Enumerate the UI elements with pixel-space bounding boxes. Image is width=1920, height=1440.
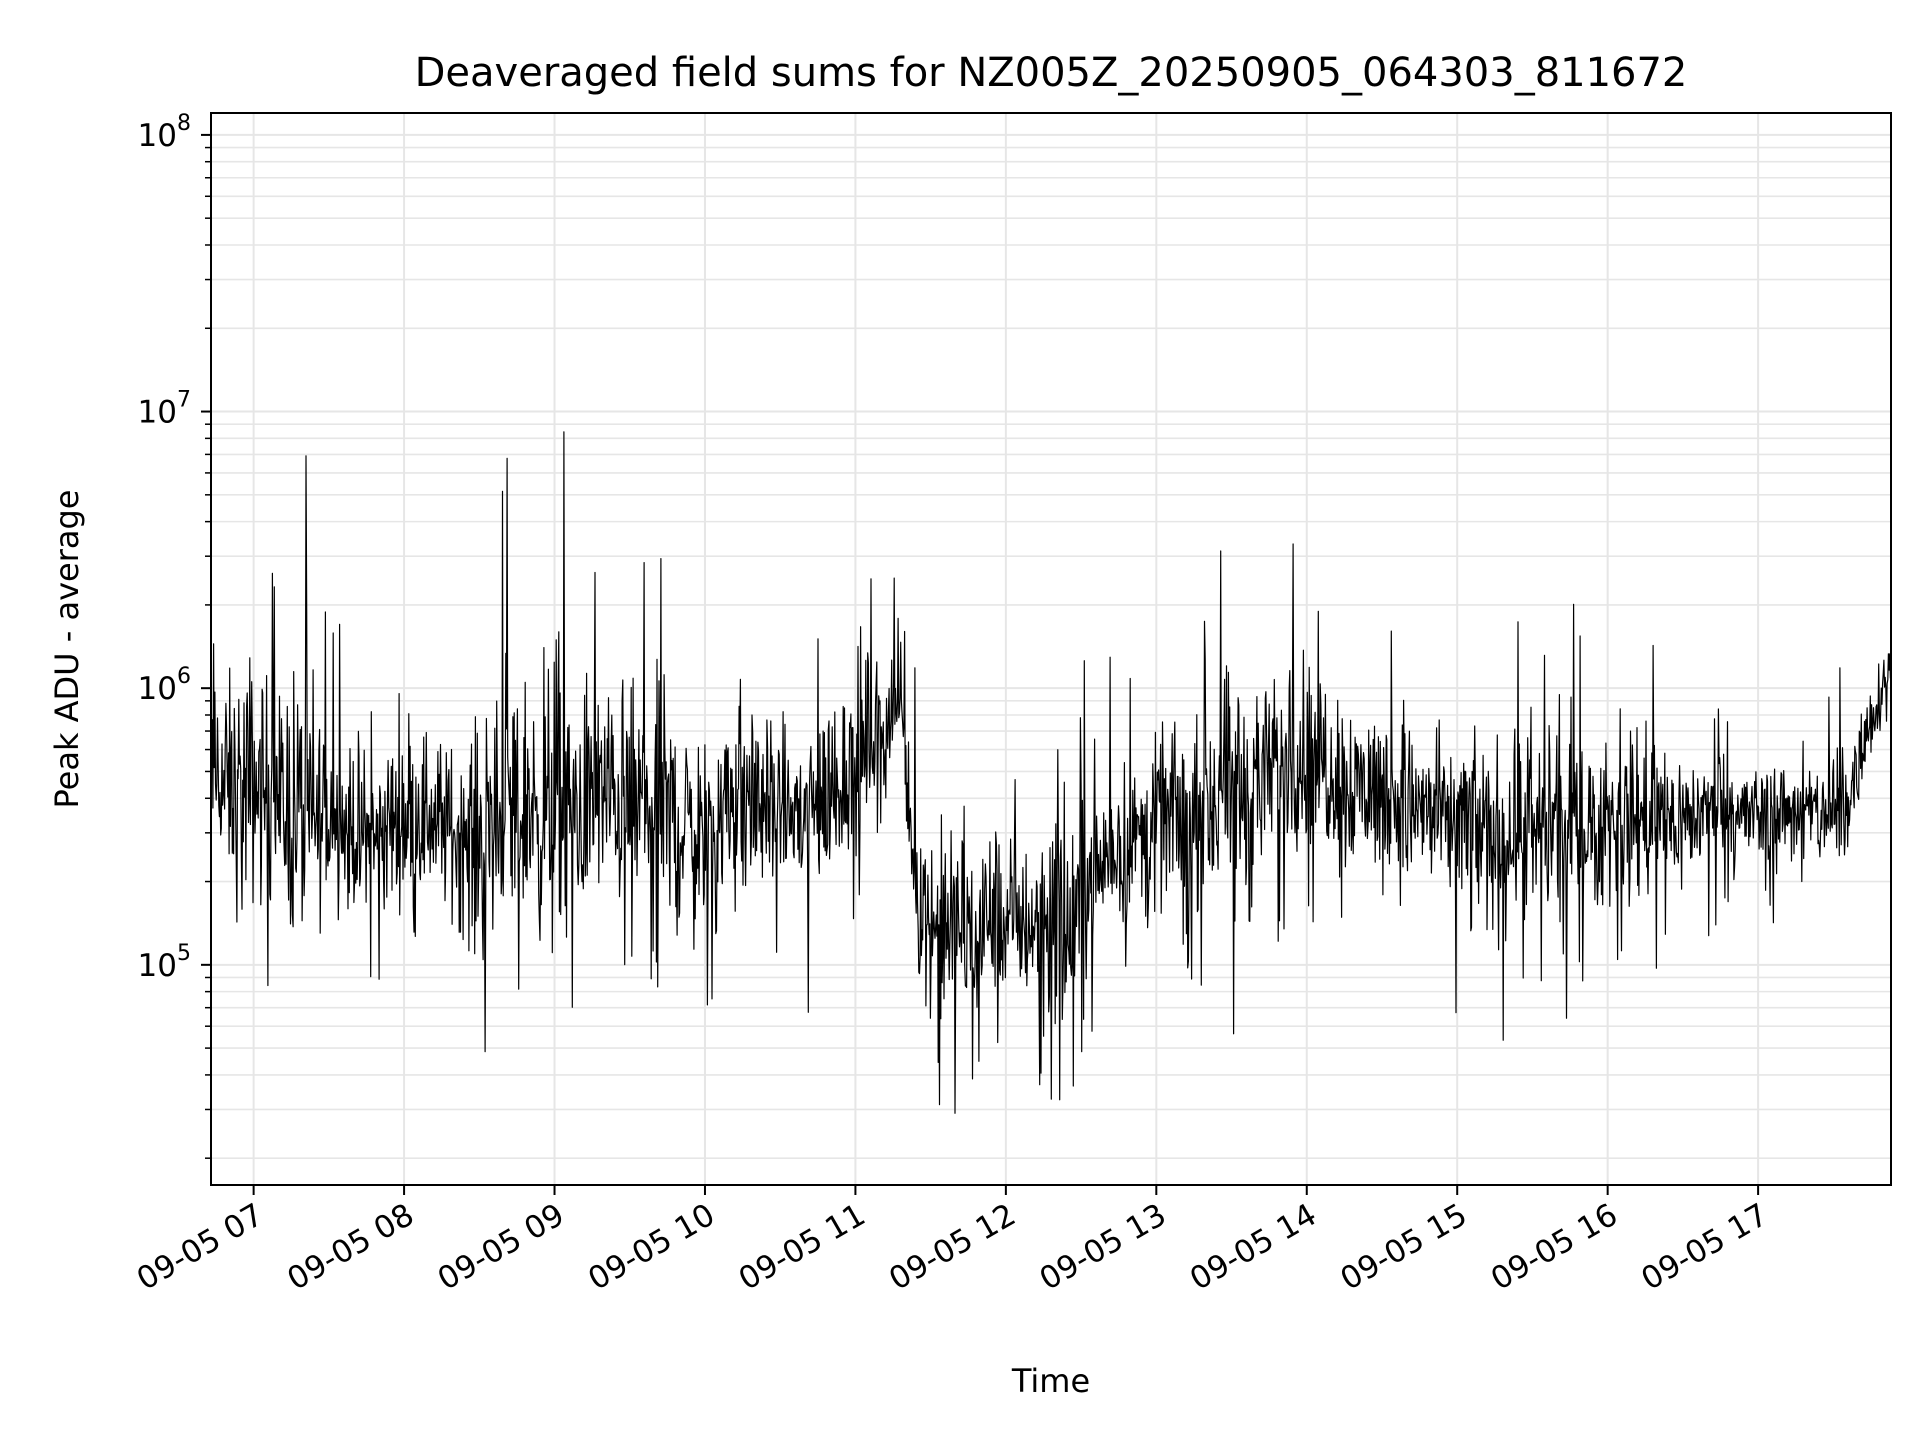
x-tick-label: 09-05 15: [1334, 1197, 1473, 1298]
y-axis: 105 106 107 108: [138, 111, 211, 1159]
y-tick-label: 106: [138, 664, 191, 707]
chart-title: Deaveraged field sums for NZ005Z_2025090…: [415, 50, 1688, 96]
x-tick-label: 09-05 07: [131, 1197, 270, 1298]
x-tick-label: 09-05 10: [582, 1197, 721, 1298]
x-tick-label: 09-05 17: [1635, 1197, 1774, 1298]
y-tick-label: 107: [138, 388, 191, 431]
x-tick-label: 09-05 11: [733, 1197, 872, 1298]
x-tick-label: 09-05 13: [1034, 1197, 1173, 1298]
x-axis-label: Time: [1011, 1362, 1090, 1400]
plot-frame: [210, 112, 1892, 1186]
x-tick-label: 09-05 09: [432, 1197, 571, 1298]
series-path: [210, 431, 1892, 1114]
y-tick-label: 105: [138, 941, 191, 984]
x-tick-label: 09-05 14: [1184, 1197, 1323, 1298]
x-axis: 09-05 07 09-05 08 09-05 09 09-05 10 09-05 11…: [131, 1185, 1774, 1298]
x-tick-label: 09-05 08: [281, 1197, 420, 1298]
y-tick-label: 108: [138, 111, 191, 154]
x-tick-label: 09-05 12: [883, 1197, 1022, 1298]
y-axis-label: Peak ADU - average: [48, 490, 86, 809]
x-tick-label: 09-05 16: [1485, 1197, 1624, 1298]
series-line: [210, 431, 1892, 1114]
